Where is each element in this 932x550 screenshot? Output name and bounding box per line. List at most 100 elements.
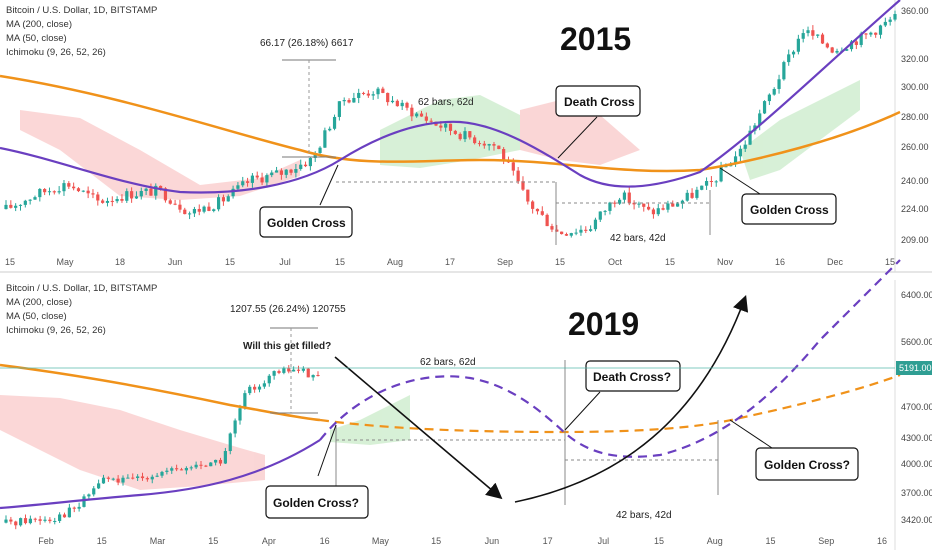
- x-tick-label: Jun: [485, 536, 500, 546]
- candle-body: [67, 183, 71, 187]
- x-tick-label: Jul: [279, 257, 291, 267]
- candle-body: [845, 49, 849, 51]
- candle-body: [43, 519, 47, 521]
- candle-body: [228, 433, 232, 452]
- candle-body: [140, 476, 145, 479]
- candle-body: [709, 181, 714, 183]
- candle-body: [825, 43, 829, 48]
- candle-body: [292, 369, 296, 372]
- candle-body: [155, 475, 159, 477]
- x-tick-label: Apr: [262, 536, 276, 546]
- candle-body: [656, 208, 660, 215]
- candle-body: [183, 209, 187, 215]
- bars-label-bottom-2019: 42 bars, 42d: [616, 510, 672, 521]
- candle-body: [243, 393, 247, 409]
- candle-body: [463, 131, 467, 140]
- y-axis-2019: 6400.00 5600.00 4700.00 4300.00 4000.00 3700.…: [901, 290, 932, 525]
- candle-body: [279, 170, 283, 175]
- candle-body: [272, 371, 276, 376]
- x-tick-label: Aug: [707, 536, 723, 546]
- bars-label-bottom-2015: 42 bars, 42d: [610, 233, 666, 244]
- candle-body: [43, 189, 47, 193]
- candle-body: [149, 188, 153, 196]
- candle-body: [487, 144, 491, 146]
- y-tick-label: 280.00: [901, 112, 929, 122]
- candle-body: [453, 130, 457, 134]
- x-tick-label: 15: [885, 257, 895, 267]
- candle-body: [284, 169, 288, 175]
- candle-body: [704, 181, 709, 186]
- candle-body: [801, 33, 805, 39]
- price-tag-text: 5191.00: [899, 363, 932, 373]
- candle-body: [772, 88, 776, 95]
- x-tick-label: Nov: [717, 257, 734, 267]
- candle-body: [72, 507, 76, 509]
- candle-body: [342, 100, 346, 102]
- y-tick-label: 260.00: [901, 142, 929, 152]
- candle-body: [110, 200, 114, 202]
- candle-body: [748, 130, 752, 145]
- candle-body: [511, 162, 515, 171]
- candle-body: [564, 234, 569, 236]
- candle-body: [38, 519, 42, 521]
- svg-text:Golden Cross: Golden Cross: [750, 203, 829, 217]
- legend-ichimoku: Ichimoku (9, 26, 52, 26): [6, 47, 106, 58]
- candle-body: [23, 200, 27, 205]
- legend-symbol: Bitcoin / U.S. Dollar, 1D, BITSTAMP: [6, 283, 158, 294]
- callout-golden-cross-2015-b: Golden Cross: [719, 167, 837, 225]
- candle-body: [695, 189, 699, 198]
- candle-body: [154, 185, 158, 196]
- y-tick-label: 224.00: [901, 204, 929, 214]
- candle-body: [316, 375, 320, 377]
- candle-body: [282, 368, 286, 373]
- y-tick-label: 5600.00: [901, 337, 932, 347]
- range-measure-2015: [282, 59, 711, 245]
- candle-body: [477, 143, 482, 145]
- x-tick-label: 15: [5, 257, 15, 267]
- candle-body: [366, 93, 370, 96]
- candle-body: [618, 199, 622, 204]
- candle-body: [184, 467, 188, 471]
- candle-body: [267, 375, 271, 384]
- candle-body: [28, 518, 32, 524]
- candle-body: [67, 507, 71, 518]
- year-label-2019: 2019: [568, 306, 639, 342]
- candle-body: [257, 386, 262, 390]
- y-tick-label: 3420.00: [901, 515, 932, 525]
- ma200-line-2015: [0, 74, 901, 173]
- candle-body: [296, 369, 301, 371]
- candle-body: [187, 213, 192, 215]
- candle-body: [236, 185, 240, 189]
- down-arrow: [334, 356, 503, 500]
- candle-body: [199, 464, 203, 466]
- candle-body: [178, 204, 182, 210]
- candle-body: [337, 101, 341, 117]
- candle-body: [209, 462, 213, 467]
- candle-body: [642, 203, 646, 207]
- candle-body: [473, 137, 477, 144]
- y-tick-label: 4700.00: [901, 402, 932, 412]
- legend-ichimoku: Ichimoku (9, 26, 52, 26): [6, 325, 106, 336]
- candle-body: [869, 32, 873, 35]
- candle-body: [323, 130, 327, 148]
- x-tick-label: 15: [208, 536, 218, 546]
- candle-body: [405, 102, 409, 108]
- candle-body: [352, 97, 356, 103]
- candle-body: [758, 113, 762, 126]
- svg-text:Death Cross?: Death Cross?: [593, 370, 671, 384]
- candle-body: [531, 201, 535, 209]
- y-tick-label: 240.00: [901, 176, 929, 186]
- legend-2015: Bitcoin / U.S. Dollar, 1D, BITSTAMP MA (…: [6, 4, 157, 60]
- candle-body: [262, 383, 266, 387]
- candle-body: [248, 386, 252, 394]
- candle-body: [218, 459, 223, 464]
- candle-body: [632, 202, 636, 205]
- ma50-line-2015: [0, 0, 901, 194]
- candle-body: [165, 470, 169, 472]
- candle-body: [294, 169, 298, 173]
- x-tick-label: 15: [665, 257, 675, 267]
- candle-body: [4, 204, 8, 210]
- candle-body: [130, 191, 134, 199]
- candle-body: [194, 464, 198, 468]
- candle-body: [386, 92, 390, 103]
